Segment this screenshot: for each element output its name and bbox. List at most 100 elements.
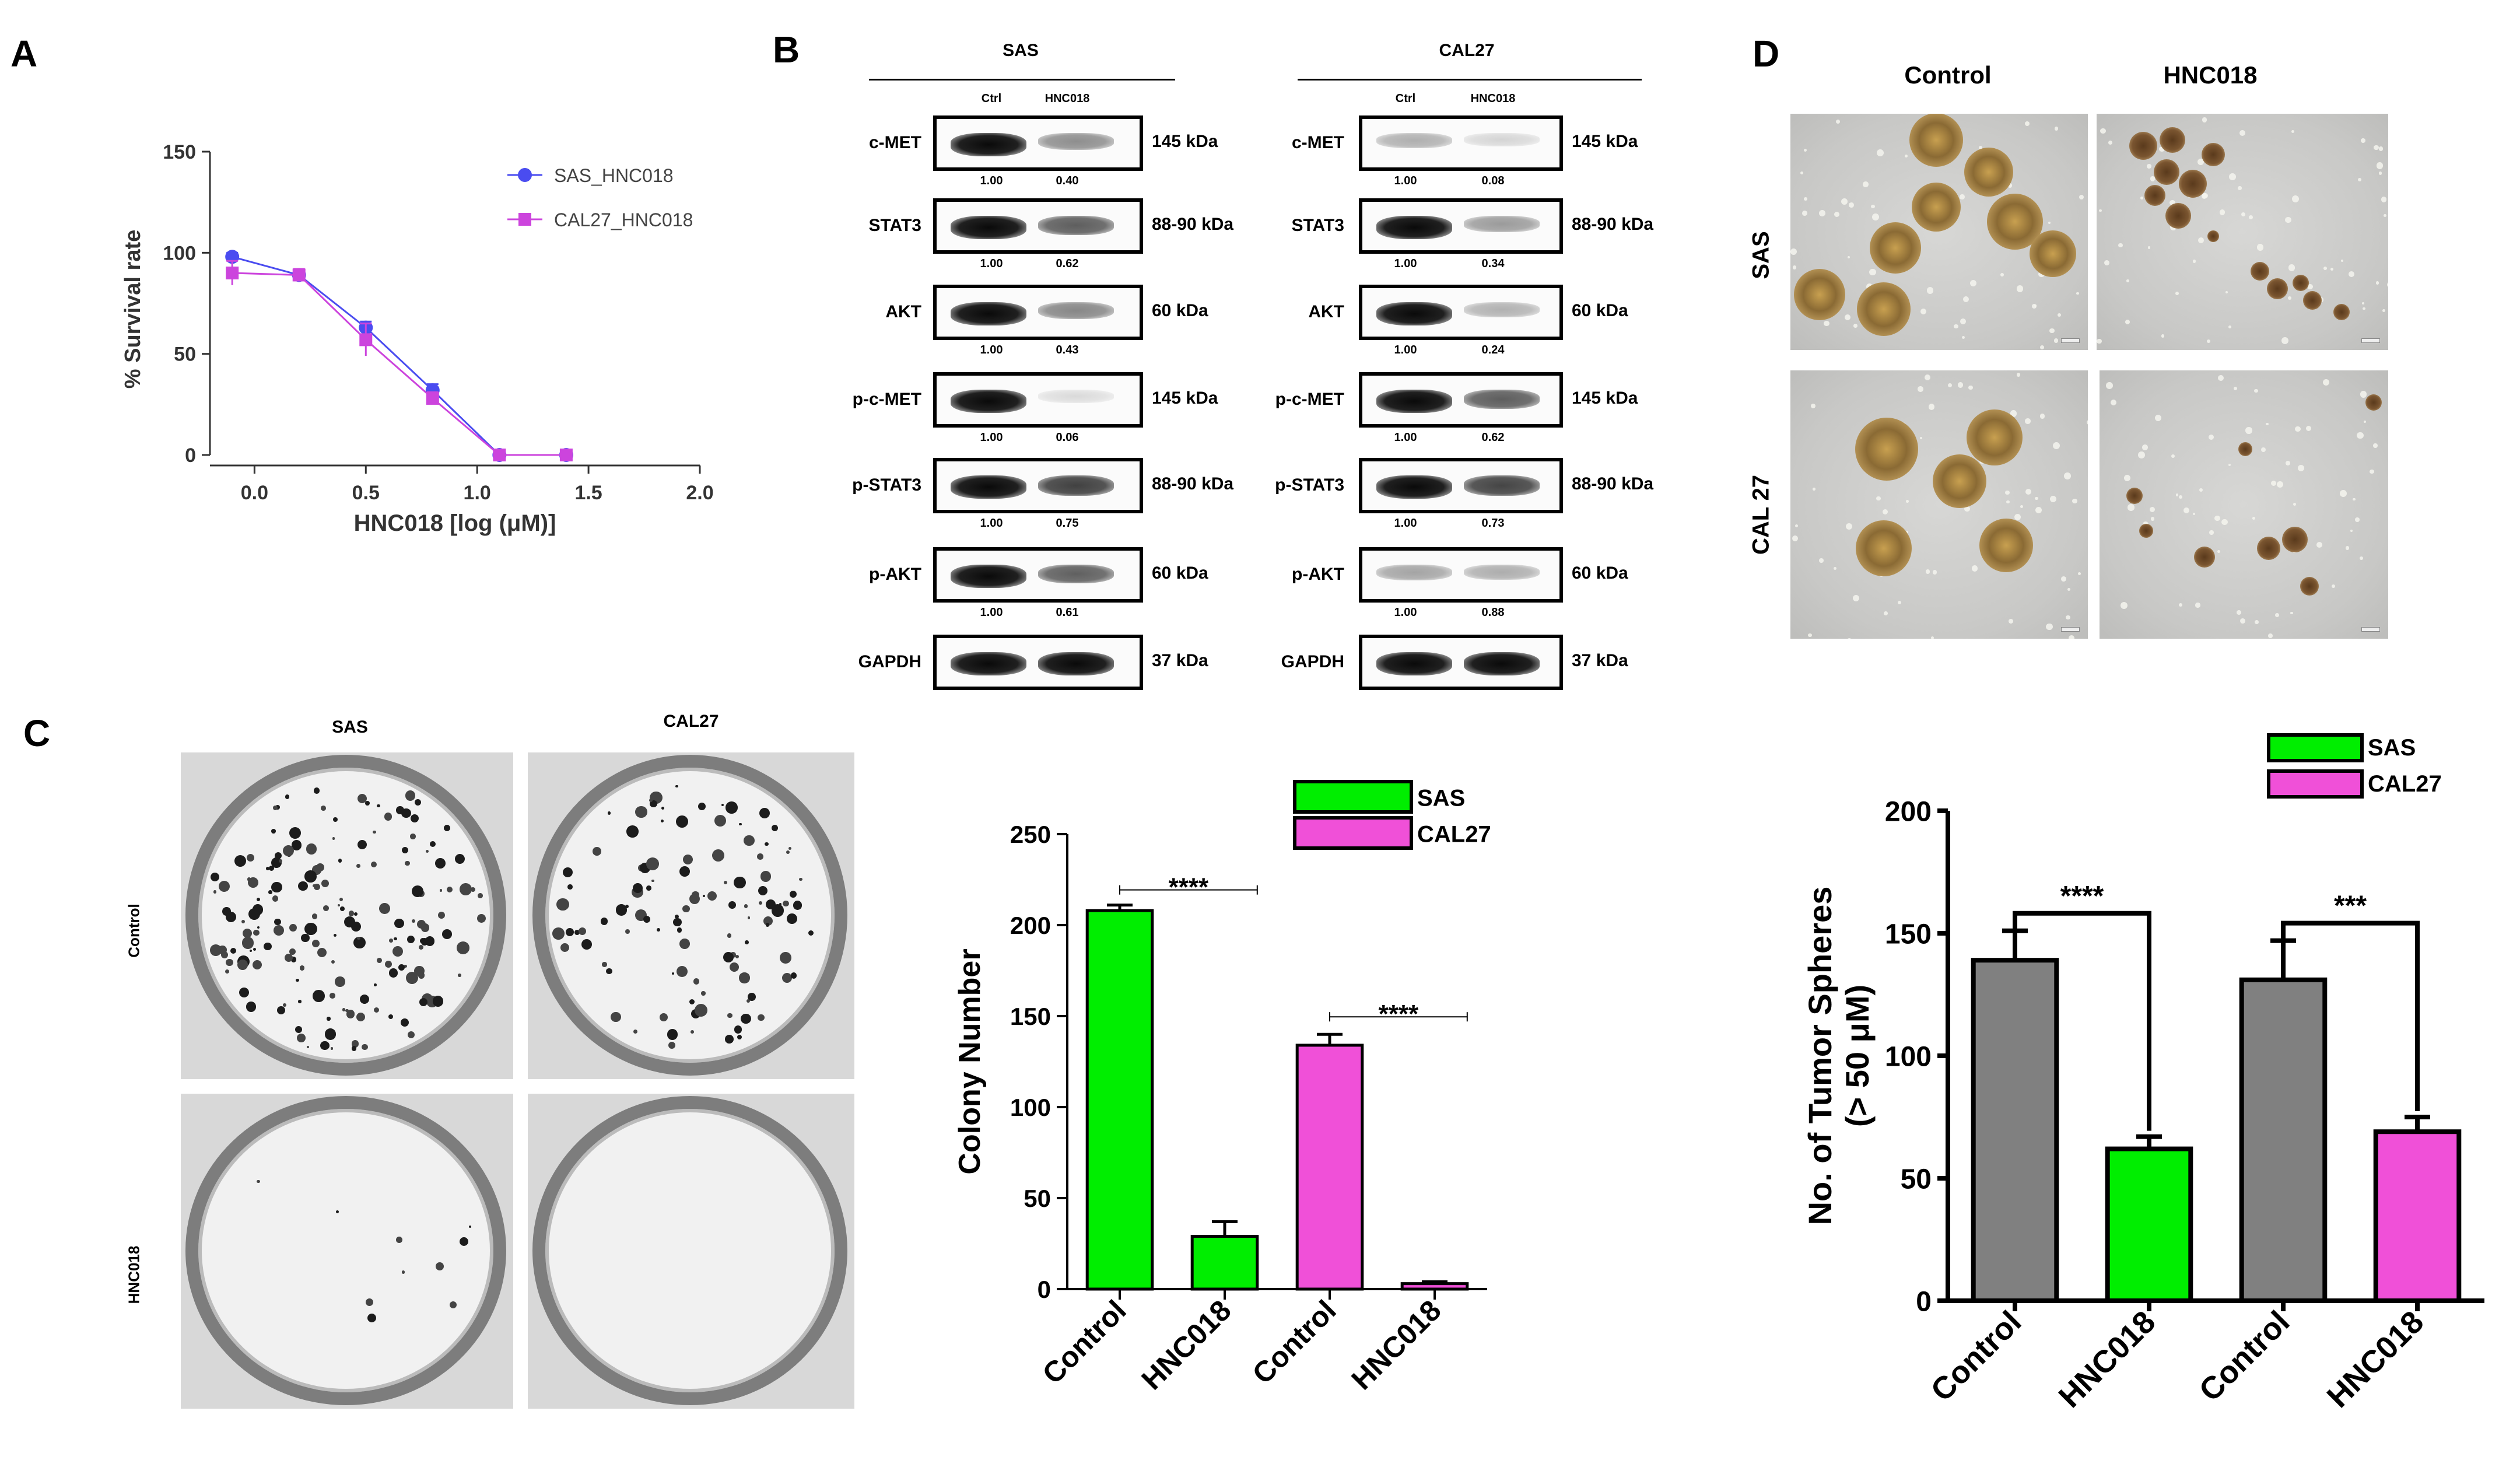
- colony-spot: [367, 1313, 377, 1323]
- band-lane-0: [1376, 215, 1452, 239]
- colony-spot: [707, 891, 717, 901]
- colony-spot: [257, 926, 260, 929]
- sphere-micrograph: [1790, 370, 2088, 639]
- colony-spot: [340, 906, 345, 911]
- debris-dot: [2228, 463, 2231, 466]
- colony-spot: [765, 923, 770, 927]
- debris-dot: [1834, 212, 1840, 218]
- quant-value: 1.00: [980, 431, 1003, 444]
- colony-plate-photo: [181, 752, 513, 1079]
- colony-spot: [218, 946, 227, 954]
- colony-spot: [252, 904, 264, 915]
- kda-label: 145 kDa: [1572, 132, 1638, 151]
- kda-label: 37 kDa: [1572, 651, 1628, 670]
- debris-dot: [1853, 324, 1857, 328]
- colony-spot: [799, 877, 803, 881]
- colony-spot: [552, 927, 565, 940]
- debris-dot: [1841, 198, 1848, 205]
- debris-dot: [1968, 385, 1973, 390]
- band-lane-0: [951, 564, 1026, 588]
- blot-box-p-AKT: [1359, 547, 1563, 603]
- quant-value: 1.00: [980, 517, 1003, 530]
- debris-dot: [2254, 388, 2258, 393]
- colony-spot: [289, 948, 296, 955]
- colony-spot: [295, 1026, 302, 1034]
- colony-spot: [579, 927, 587, 935]
- colony-spot: [351, 922, 362, 932]
- blot-box-p-c-MET: [1359, 372, 1563, 428]
- colony-spot: [459, 1237, 468, 1246]
- debris-dot: [2009, 618, 2014, 624]
- culture-dish: [185, 1096, 506, 1405]
- debris-dot: [2032, 304, 2037, 309]
- colony-spot: [286, 851, 292, 857]
- colony-spot: [411, 919, 416, 923]
- colony-spot: [286, 958, 289, 961]
- colony-spot: [646, 885, 651, 891]
- debris-dot: [2010, 410, 2017, 417]
- debris-dot: [2064, 472, 2072, 479]
- colony-spot: [273, 806, 278, 811]
- tumor-sphere: [2139, 524, 2153, 538]
- colony-spot: [689, 999, 695, 1005]
- band-lane-0: [951, 389, 1026, 413]
- colony-spot: [271, 857, 282, 869]
- colony-spot: [359, 994, 370, 1004]
- colony-spot: [333, 933, 337, 937]
- sphere-micrograph: [1790, 114, 2088, 350]
- debris-dot: [2378, 171, 2382, 176]
- debris-dot: [2000, 272, 2004, 276]
- debris-dot: [2124, 475, 2131, 482]
- colony-spot: [320, 1041, 330, 1051]
- colony-spot: [660, 1013, 668, 1022]
- band-lane-1: [1038, 132, 1114, 150]
- debris-dot: [2186, 191, 2193, 198]
- debris-dot: [2183, 507, 2189, 513]
- colony-spot: [723, 952, 734, 963]
- colony-spot: [675, 815, 688, 828]
- bar-hnc018-3: [1400, 1282, 1469, 1291]
- colony-spot: [332, 837, 335, 840]
- debris-dot: [1824, 320, 1829, 327]
- colony-spot: [781, 972, 793, 983]
- colony-spot: [745, 940, 749, 945]
- colony-spot: [675, 914, 679, 919]
- colony-spot: [274, 925, 285, 936]
- legend-label: SAS: [2368, 735, 2416, 761]
- debris-dot: [1863, 181, 1869, 187]
- debris-dot: [1878, 572, 1884, 577]
- colony-spot: [336, 1210, 339, 1214]
- quant-value: 1.00: [1394, 257, 1417, 270]
- debris-dot: [2142, 444, 2148, 450]
- debris-dot: [2292, 548, 2297, 553]
- tumor-sphere: [2165, 203, 2191, 229]
- colony-spot: [374, 983, 377, 986]
- colony-spot: [607, 811, 611, 815]
- quant-value: 0.88: [1481, 606, 1505, 619]
- colony-spot: [435, 858, 446, 869]
- sphere-col-header: HNC018: [2163, 61, 2258, 89]
- tumor-sphere: [2129, 132, 2157, 160]
- quant-value: 0.24: [1481, 344, 1505, 356]
- colony-spot: [407, 1031, 415, 1038]
- colony-spot: [234, 855, 246, 867]
- debris-dot: [1992, 549, 1999, 555]
- colony-spot: [605, 968, 612, 975]
- kda-label: 88-90 kDa: [1152, 474, 1234, 493]
- colony-spot: [301, 933, 310, 942]
- tumor-sphere: [1794, 269, 1845, 320]
- debris-dot: [2016, 373, 2021, 377]
- debris-dot: [2374, 145, 2379, 150]
- scale-bar: [2061, 627, 2080, 632]
- debris-dot: [1852, 595, 1860, 602]
- colony-spot: [327, 1017, 331, 1021]
- debris-dot: [2175, 493, 2179, 496]
- debris-dot: [2306, 425, 2312, 432]
- debris-dot: [2378, 146, 2384, 151]
- colony-spot: [357, 936, 360, 940]
- x-tick-label: 0.0: [241, 482, 268, 504]
- colony-spot: [225, 969, 229, 974]
- significance-marker: ****: [1119, 873, 1258, 902]
- debris-dot: [2241, 212, 2246, 216]
- debris-dot: [2058, 313, 2062, 317]
